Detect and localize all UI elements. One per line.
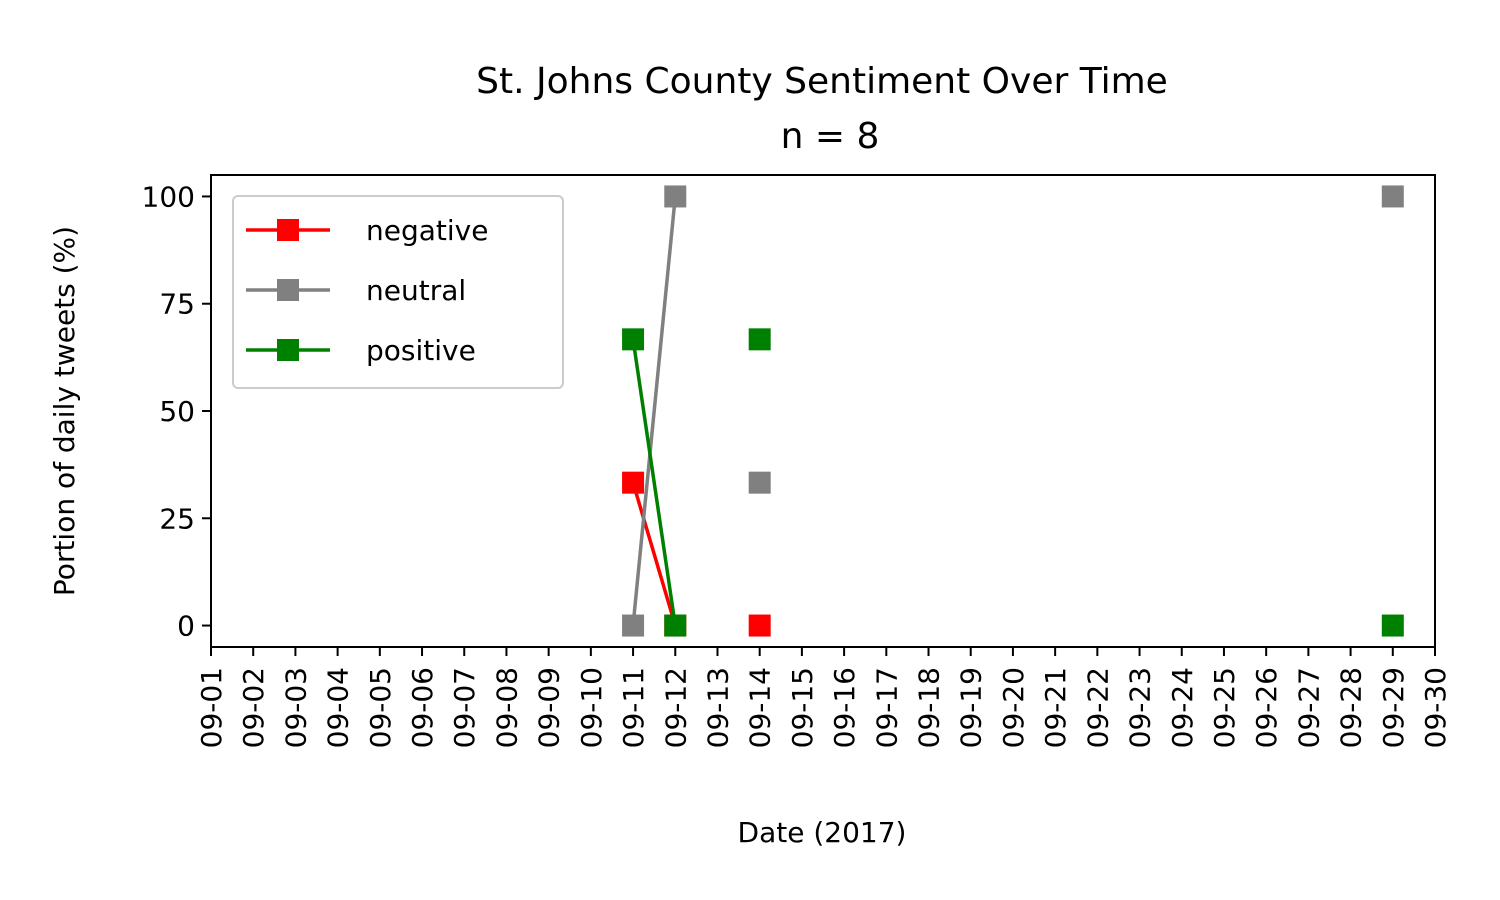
y-axis-label: Portion of daily tweets (%) [48, 226, 81, 596]
y-tick-label: 100 [142, 180, 195, 213]
y-tick-label: 75 [159, 288, 195, 321]
legend-label: positive [366, 334, 476, 367]
x-tick-label: 09-12 [659, 667, 692, 748]
x-tick-label: 09-11 [617, 667, 650, 748]
x-axis-ticks: 09-01 09-02 09-03 09-04 09-05 09-06 09-07 09-08… [195, 647, 1452, 748]
x-tick-label: 09-01 [195, 667, 228, 748]
legend-box [232, 195, 564, 389]
x-axis-label: Date (2017) [738, 816, 907, 849]
x-tick-label: 09-09 [533, 667, 566, 748]
x-tick-label: 09-26 [1250, 667, 1283, 748]
x-tick-label: 09-23 [1124, 667, 1157, 748]
series-line-segment [631, 482, 677, 627]
x-tick-label: 09-04 [322, 667, 355, 748]
y-tick-label: 25 [159, 502, 195, 535]
data-point-marker [664, 614, 687, 637]
y-tick-label: 50 [159, 395, 195, 428]
x-tick-label: 09-05 [364, 667, 397, 748]
data-point-marker [748, 471, 771, 494]
legend-label: negative [366, 214, 488, 247]
series-line-segment [631, 339, 678, 626]
x-tick-label: 09-24 [1166, 667, 1199, 748]
data-point-marker [622, 471, 645, 494]
x-tick-label: 09-14 [744, 667, 777, 748]
legend-marker-swatch [277, 279, 299, 301]
x-tick-label: 09-13 [701, 667, 734, 748]
x-tick-label: 09-03 [279, 667, 312, 748]
chart-subtitle: n = 8 [781, 116, 880, 157]
x-tick-label: 09-22 [1081, 667, 1114, 748]
data-point-marker [748, 614, 771, 637]
x-tick-label: 09-28 [1335, 667, 1368, 748]
data-point-marker [622, 328, 645, 351]
y-axis-ticks: 0 25 50 75 100 [142, 180, 211, 643]
legend-entry-neutral: neutral [246, 274, 466, 307]
x-tick-label: 09-25 [1208, 667, 1241, 748]
x-tick-label: 09-16 [828, 667, 861, 748]
x-tick-label: 09-20 [997, 667, 1030, 748]
series-positive [622, 328, 1404, 637]
legend: negative neutral positive [232, 195, 564, 389]
chart-title: St. Johns County Sentiment Over Time [476, 61, 1168, 102]
x-tick-label: 09-17 [870, 667, 903, 748]
data-point-marker [664, 185, 687, 208]
data-point-marker [1381, 614, 1404, 637]
legend-label: neutral [366, 274, 466, 307]
y-tick-label: 0 [177, 610, 195, 643]
x-tick-label: 09-15 [786, 667, 819, 748]
x-tick-label: 09-19 [955, 667, 988, 748]
series-line-segment [631, 196, 678, 626]
x-tick-label: 09-27 [1292, 667, 1325, 748]
x-tick-label: 09-06 [406, 667, 439, 748]
legend-entry-positive: positive [246, 334, 476, 367]
data-point-marker [748, 328, 771, 351]
plot-frame [210, 174, 1436, 648]
x-tick-label: 09-21 [1039, 667, 1072, 748]
data-point-marker [1381, 185, 1404, 208]
legend-marker-swatch [277, 219, 299, 241]
x-tick-label: 09-10 [575, 667, 608, 748]
x-tick-label: 09-07 [448, 667, 481, 748]
data-point-marker [622, 614, 645, 637]
x-tick-label: 09-29 [1377, 667, 1410, 748]
x-tick-label: 09-08 [490, 667, 523, 748]
x-tick-label: 09-02 [237, 667, 270, 748]
legend-marker-swatch [277, 339, 299, 361]
series-group [622, 185, 1404, 637]
series-neutral [622, 185, 1404, 637]
x-tick-label: 09-30 [1419, 667, 1452, 748]
legend-entry-negative: negative [246, 214, 488, 247]
x-tick-label: 09-18 [913, 667, 946, 748]
